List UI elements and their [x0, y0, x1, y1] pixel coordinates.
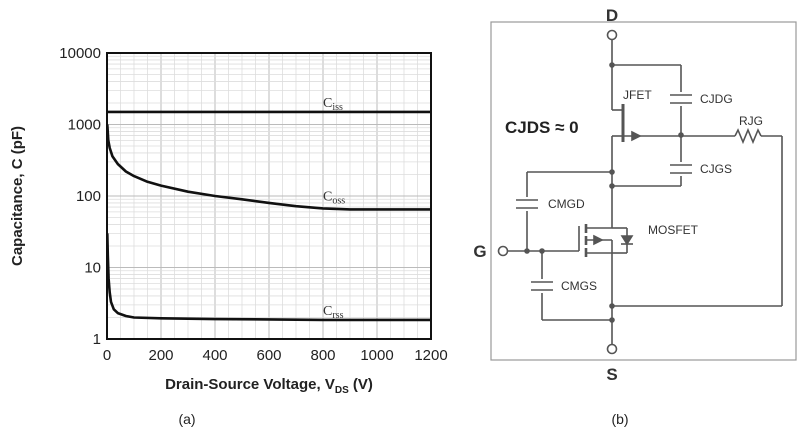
x-axis-label: Drain-Source Voltage, VDS (V): [165, 376, 373, 396]
mosfet-label: MOSFET: [648, 223, 699, 237]
y-tick-label: 1000: [68, 117, 101, 134]
x-tick-label: 1000: [360, 347, 393, 364]
y-tick-label: 1: [93, 331, 101, 348]
cmgs-label: CMGS: [561, 279, 597, 293]
drain-terminal-icon: [606, 29, 618, 41]
plot-frame: [106, 52, 432, 340]
series-line-oss: [106, 124, 431, 211]
series-labels: Ciss Coss Crss: [323, 96, 345, 321]
x-tick-label: 800: [310, 347, 335, 364]
y-tick-label: 100: [76, 188, 101, 205]
x-tick-label: 400: [202, 347, 227, 364]
y-tick-label: 10000: [59, 45, 101, 62]
cjds-label: CJDS ≈ 0: [505, 118, 579, 137]
series-label-oss: Coss: [323, 189, 345, 206]
rjg-label: RJG: [739, 114, 763, 128]
circuit-diagram: [490, 21, 797, 361]
caption-b: (b): [611, 411, 628, 427]
junction-dot: [609, 169, 615, 175]
series-label-rss: Crss: [323, 304, 344, 321]
cjdg-label: CJDG: [700, 92, 733, 106]
circuit-border: [490, 21, 797, 361]
mosfet-symbol-icon: [578, 186, 634, 306]
series-line-rss: [106, 233, 431, 322]
circuit-labels: D S G CJDS ≈ 0 JFET CJDG RJG CJGS CMGD M…: [473, 6, 763, 384]
drain-label: D: [606, 6, 618, 25]
x-tick-label: 600: [256, 347, 281, 364]
caption-a: (a): [178, 411, 195, 427]
chart-grid: [106, 53, 432, 340]
y-tick-label: 10: [84, 260, 101, 277]
resistor-rjg-icon: [734, 127, 762, 145]
jfet-label: JFET: [623, 88, 652, 102]
x-tick-label: 1200: [414, 347, 447, 364]
series-label-iss: Ciss: [323, 96, 343, 113]
jfet-symbol-icon: [611, 65, 681, 186]
y-axis-label: Capacitance, C (pF): [9, 126, 26, 266]
cjgs-label: CJGS: [700, 162, 732, 176]
gate-label: G: [473, 242, 486, 261]
source-terminal-icon: [606, 343, 618, 355]
x-tick-label: 200: [148, 347, 173, 364]
capacitance-chart: 0 200 400 600 800 1000 1200 1 10 100 1000 10000 Cis…: [9, 45, 448, 396]
cmgd-label: CMGD: [548, 197, 585, 211]
tick-labels: 0 200 400 600 800 1000 1200 1 10 100 1000 10000: [59, 45, 447, 364]
chart-series: [106, 110, 431, 322]
source-label: S: [606, 365, 617, 384]
gate-terminal-icon: [497, 245, 509, 257]
x-tick-label: 0: [103, 347, 111, 364]
